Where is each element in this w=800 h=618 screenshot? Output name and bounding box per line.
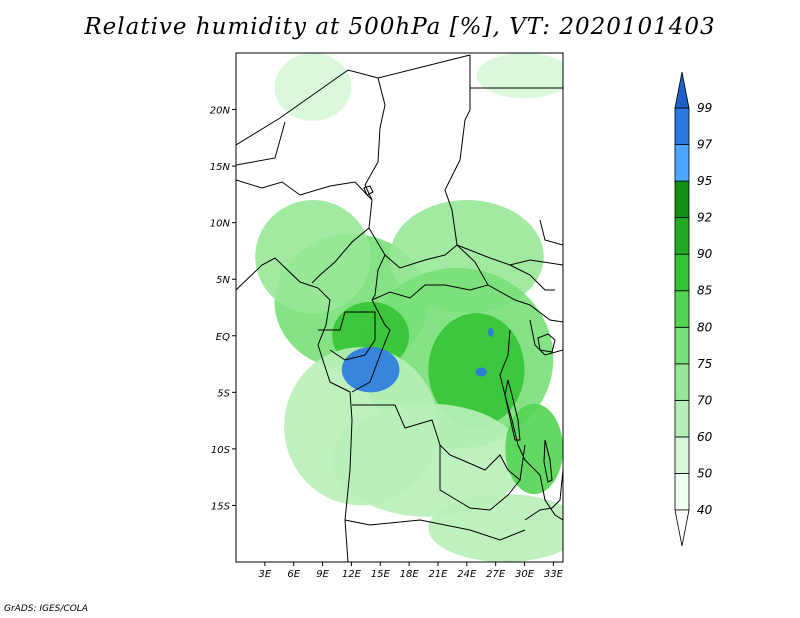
colorbar-label: 97 (697, 138, 713, 152)
humidity-patch (255, 200, 371, 314)
colorbar-min-triangle (674, 509, 690, 547)
x-tick-label: 27E (486, 569, 506, 580)
y-tick-label: EQ (216, 332, 230, 343)
border-chad-car (368, 227, 489, 286)
humidity-patch (428, 494, 563, 562)
border-east-lakes (499, 329, 563, 521)
colorbar-label: 40 (697, 503, 713, 517)
y-axis: 20N 15N 10N 5N EQ 5S 10S 15S (210, 106, 236, 512)
border-mozambique (524, 469, 563, 521)
colorbar-label: 90 (697, 247, 713, 261)
x-tick-label: 33E (544, 569, 564, 580)
lake-malawi (543, 439, 553, 483)
colorbar-box (674, 290, 690, 328)
lake-victoria (537, 333, 556, 353)
border-namibia (344, 519, 526, 541)
colorbar-label: 75 (697, 357, 712, 371)
humidity-patch (487, 327, 494, 337)
border-gabon (318, 311, 376, 361)
x-tick-label: 18E (400, 569, 420, 580)
border-libya-chad (444, 55, 471, 246)
colorbar-box (674, 399, 690, 438)
border-nigeria-cameroon (311, 227, 370, 284)
border-car-congo (371, 284, 563, 323)
lake-tanganyika (504, 379, 521, 441)
y-tick-label: 15S (211, 501, 231, 512)
x-tick-label: 30E (515, 569, 535, 580)
map-frame (235, 52, 564, 563)
y-tick-label: 10N (210, 219, 231, 230)
border-drc-angola (352, 404, 526, 481)
colorbar-box (674, 144, 690, 182)
colorbar-box (674, 326, 690, 365)
colorbar-label: 92 (697, 211, 712, 225)
y-tick-label: 15N (210, 162, 231, 173)
country-borders (236, 54, 563, 562)
humidity-patch (332, 403, 525, 517)
lake-chad (363, 185, 374, 196)
colorbar-label: 80 (697, 320, 713, 334)
colorbar-label: 60 (697, 430, 713, 444)
colorbar-label: 99 (697, 101, 712, 115)
humidity-patch (476, 53, 563, 99)
humidity-patch (341, 347, 400, 393)
border-sudan-east (509, 264, 555, 291)
y-tick-label: 10S (211, 445, 231, 456)
colorbar-label: 50 (697, 466, 713, 480)
x-axis: 3E 6E 9E 12E 15E 18E 21E 24E 27E 30E 33E (259, 562, 564, 580)
colorbar-box (674, 107, 690, 145)
colorbar-box (674, 436, 690, 474)
humidity-patch (505, 403, 563, 495)
border-nigeria-north (236, 179, 373, 201)
colorbar-label: 70 (697, 393, 713, 407)
x-tick-label: 15E (371, 569, 391, 580)
y-tick-label: 5S (217, 388, 230, 399)
y-tick-label: 20N (210, 106, 231, 117)
humidity-patch (274, 53, 352, 121)
x-tick-label: 6E (287, 569, 300, 580)
grads-credit: GrADS: IGES/COLA (4, 604, 88, 614)
border-mali-niger (236, 121, 286, 166)
y-tick-label: 5N (216, 275, 230, 286)
x-tick-label: 3E (259, 569, 272, 580)
colorbar-label: 95 (697, 174, 712, 188)
colorbar-box (674, 473, 690, 511)
border-angola-zambia (439, 445, 521, 511)
humidity-field (255, 53, 563, 562)
humidity-patch (475, 367, 488, 377)
colorbar-box (674, 253, 690, 292)
map-title: Relative humidity at 500hPa [%], VT: 202… (84, 14, 716, 40)
coastline (236, 257, 353, 562)
colorbar-box (674, 180, 690, 219)
colorbar-box (674, 217, 690, 255)
border-congo-drc (351, 299, 391, 393)
border-cameroon-car (371, 254, 386, 301)
colorbar-label: 85 (697, 284, 712, 298)
map-panel (235, 52, 564, 563)
colorbar-legend: 40 50 60 70 75 80 85 90 92 95 97 99 (674, 71, 713, 547)
x-tick-label: 12E (342, 569, 362, 580)
x-tick-label: 24E (457, 569, 477, 580)
border-algeria-niger (236, 54, 471, 146)
x-tick-label: 21E (428, 569, 448, 580)
colorbar-box (674, 363, 690, 401)
colorbar-max-triangle (674, 71, 690, 109)
border-ethiopia (539, 219, 563, 246)
x-tick-label: 9E (316, 569, 329, 580)
